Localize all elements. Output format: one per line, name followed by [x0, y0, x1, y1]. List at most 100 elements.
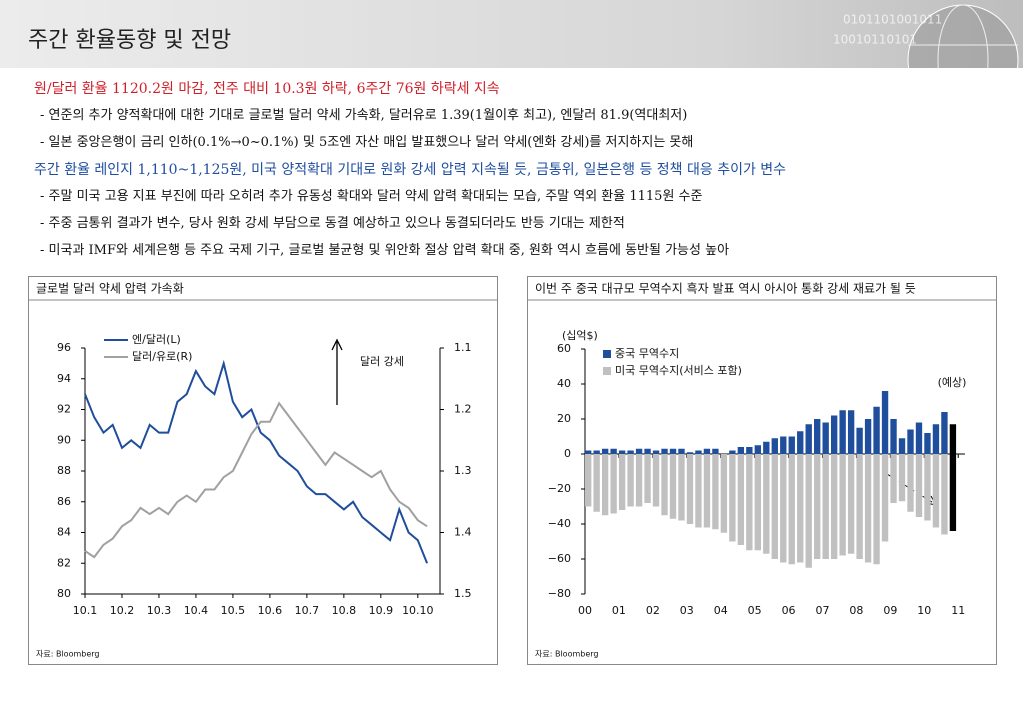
bar: [703, 454, 711, 528]
bar: [949, 454, 957, 531]
bar: [601, 448, 609, 454]
x-tick-label: 10.7: [295, 604, 320, 617]
bar: [618, 450, 626, 454]
bar: [695, 454, 702, 528]
bar: [729, 450, 736, 454]
y2-tick-label: 1.2: [454, 403, 472, 416]
x-tick-label: 10.1: [73, 604, 98, 617]
bar: [915, 422, 923, 454]
bar: [949, 424, 957, 454]
bullet: - 일본 중앙은행이 금리 인하(0.1%→0~0.1%) 및 5조엔 자산 매…: [40, 135, 694, 150]
bar: [720, 454, 728, 533]
bar: [661, 448, 668, 454]
y-tick-label: 96: [57, 341, 71, 354]
bar: [746, 454, 753, 551]
series-line: [84, 359, 429, 564]
bar: [941, 412, 948, 454]
up-arrow: [331, 338, 343, 405]
bar: [771, 454, 778, 559]
bar: [788, 454, 795, 565]
x-tick-label: 11: [951, 604, 965, 617]
x-tick-label: 10.9: [369, 604, 394, 617]
summary: 원/달러 환율 1120.2원 마감, 전주 대비 10.3원 하락, 6주간 …: [34, 78, 1014, 267]
bullet: - 미국과 IMF와 세계은행 등 주요 국제 기구, 글로벌 불균형 및 위안…: [40, 243, 730, 258]
bullet: - 주말 미국 고용 지표 부진에 따라 오히려 추가 유동성 확대와 달러 약…: [40, 189, 703, 204]
bar: [754, 445, 762, 454]
y-tick-label: −80: [548, 587, 571, 600]
bar: [652, 454, 660, 507]
bar: [924, 433, 931, 454]
x-tick-label: 04: [714, 604, 728, 617]
x-tick-label: 10.4: [184, 604, 209, 617]
x-tick-label: 10.8: [332, 604, 357, 617]
bar: [864, 454, 872, 563]
bar: [627, 454, 634, 507]
bar: [746, 447, 753, 454]
bar: [661, 454, 668, 516]
annotation: 달러 강세: [360, 355, 404, 368]
bar: [881, 454, 889, 542]
bar: [890, 419, 897, 454]
x-tick-label: 00: [578, 604, 592, 617]
bar: [635, 454, 643, 507]
y-tick-label: 84: [57, 526, 71, 539]
y2-tick-label: 1.4: [454, 526, 472, 539]
svg-text:10010110101: 10010110101: [833, 33, 917, 47]
x-tick-label: 02: [646, 604, 660, 617]
bar: [788, 436, 795, 454]
x-tick-label: 03: [680, 604, 694, 617]
y-tick-label: 80: [57, 587, 71, 600]
bullet: - 주중 금통위 결과가 변수, 당사 원화 강세 부담으로 동결 예상하고 있…: [40, 216, 625, 231]
legend-swatch: [603, 367, 611, 375]
series-line: [84, 401, 428, 559]
bar: [941, 454, 948, 535]
annotation: (예상): [938, 376, 967, 389]
y-tick-label: 40: [557, 377, 571, 390]
y-tick-label: 82: [57, 556, 71, 569]
bar: [644, 454, 651, 503]
bar: [924, 454, 931, 521]
bar: [754, 454, 762, 551]
x-tick-label: 08: [849, 604, 863, 617]
x-tick-label: 07: [816, 604, 830, 617]
y-tick-label: 90: [57, 433, 71, 446]
bar: [627, 450, 634, 454]
y-tick-label: −20: [548, 482, 571, 495]
bar: [932, 424, 940, 454]
bar: [932, 454, 940, 528]
bar: [856, 427, 863, 454]
bar: [847, 410, 855, 454]
bar: [593, 450, 600, 454]
bar: [839, 454, 846, 556]
y-tick-label: 94: [57, 372, 71, 385]
bar: [729, 454, 736, 542]
bar: [686, 454, 694, 524]
section-heading: 원/달러 환율 1120.2원 마감, 전주 대비 10.3원 하락, 6주간 …: [34, 81, 500, 97]
bar: [780, 436, 787, 454]
bar: [814, 454, 821, 559]
unit-label: (십억$): [562, 329, 598, 342]
bar: [585, 450, 592, 454]
bar: [873, 406, 880, 454]
legend-label: 미국 무역수지(서비스 포함): [615, 364, 742, 377]
bar: [771, 438, 778, 454]
svg-text:0101101001011: 0101101001011: [843, 13, 942, 27]
source-note: 자료: Bloomberg: [36, 650, 99, 659]
legend-swatch: [603, 350, 611, 358]
bar: [644, 448, 651, 454]
bar: [610, 448, 617, 454]
bar: [856, 454, 863, 559]
bar: [585, 454, 592, 507]
x-tick-label: 10.6: [258, 604, 283, 617]
x-tick-label: 10.5: [221, 604, 246, 617]
bar: [814, 419, 821, 454]
globe-decoration: 0101101001011 10010110101: [833, 4, 1019, 68]
x-tick-label: 01: [612, 604, 626, 617]
bar: [618, 454, 626, 510]
x-tick-label: 10: [917, 604, 931, 617]
bar: [805, 454, 812, 568]
bar: [873, 454, 880, 565]
bar: [669, 448, 677, 454]
